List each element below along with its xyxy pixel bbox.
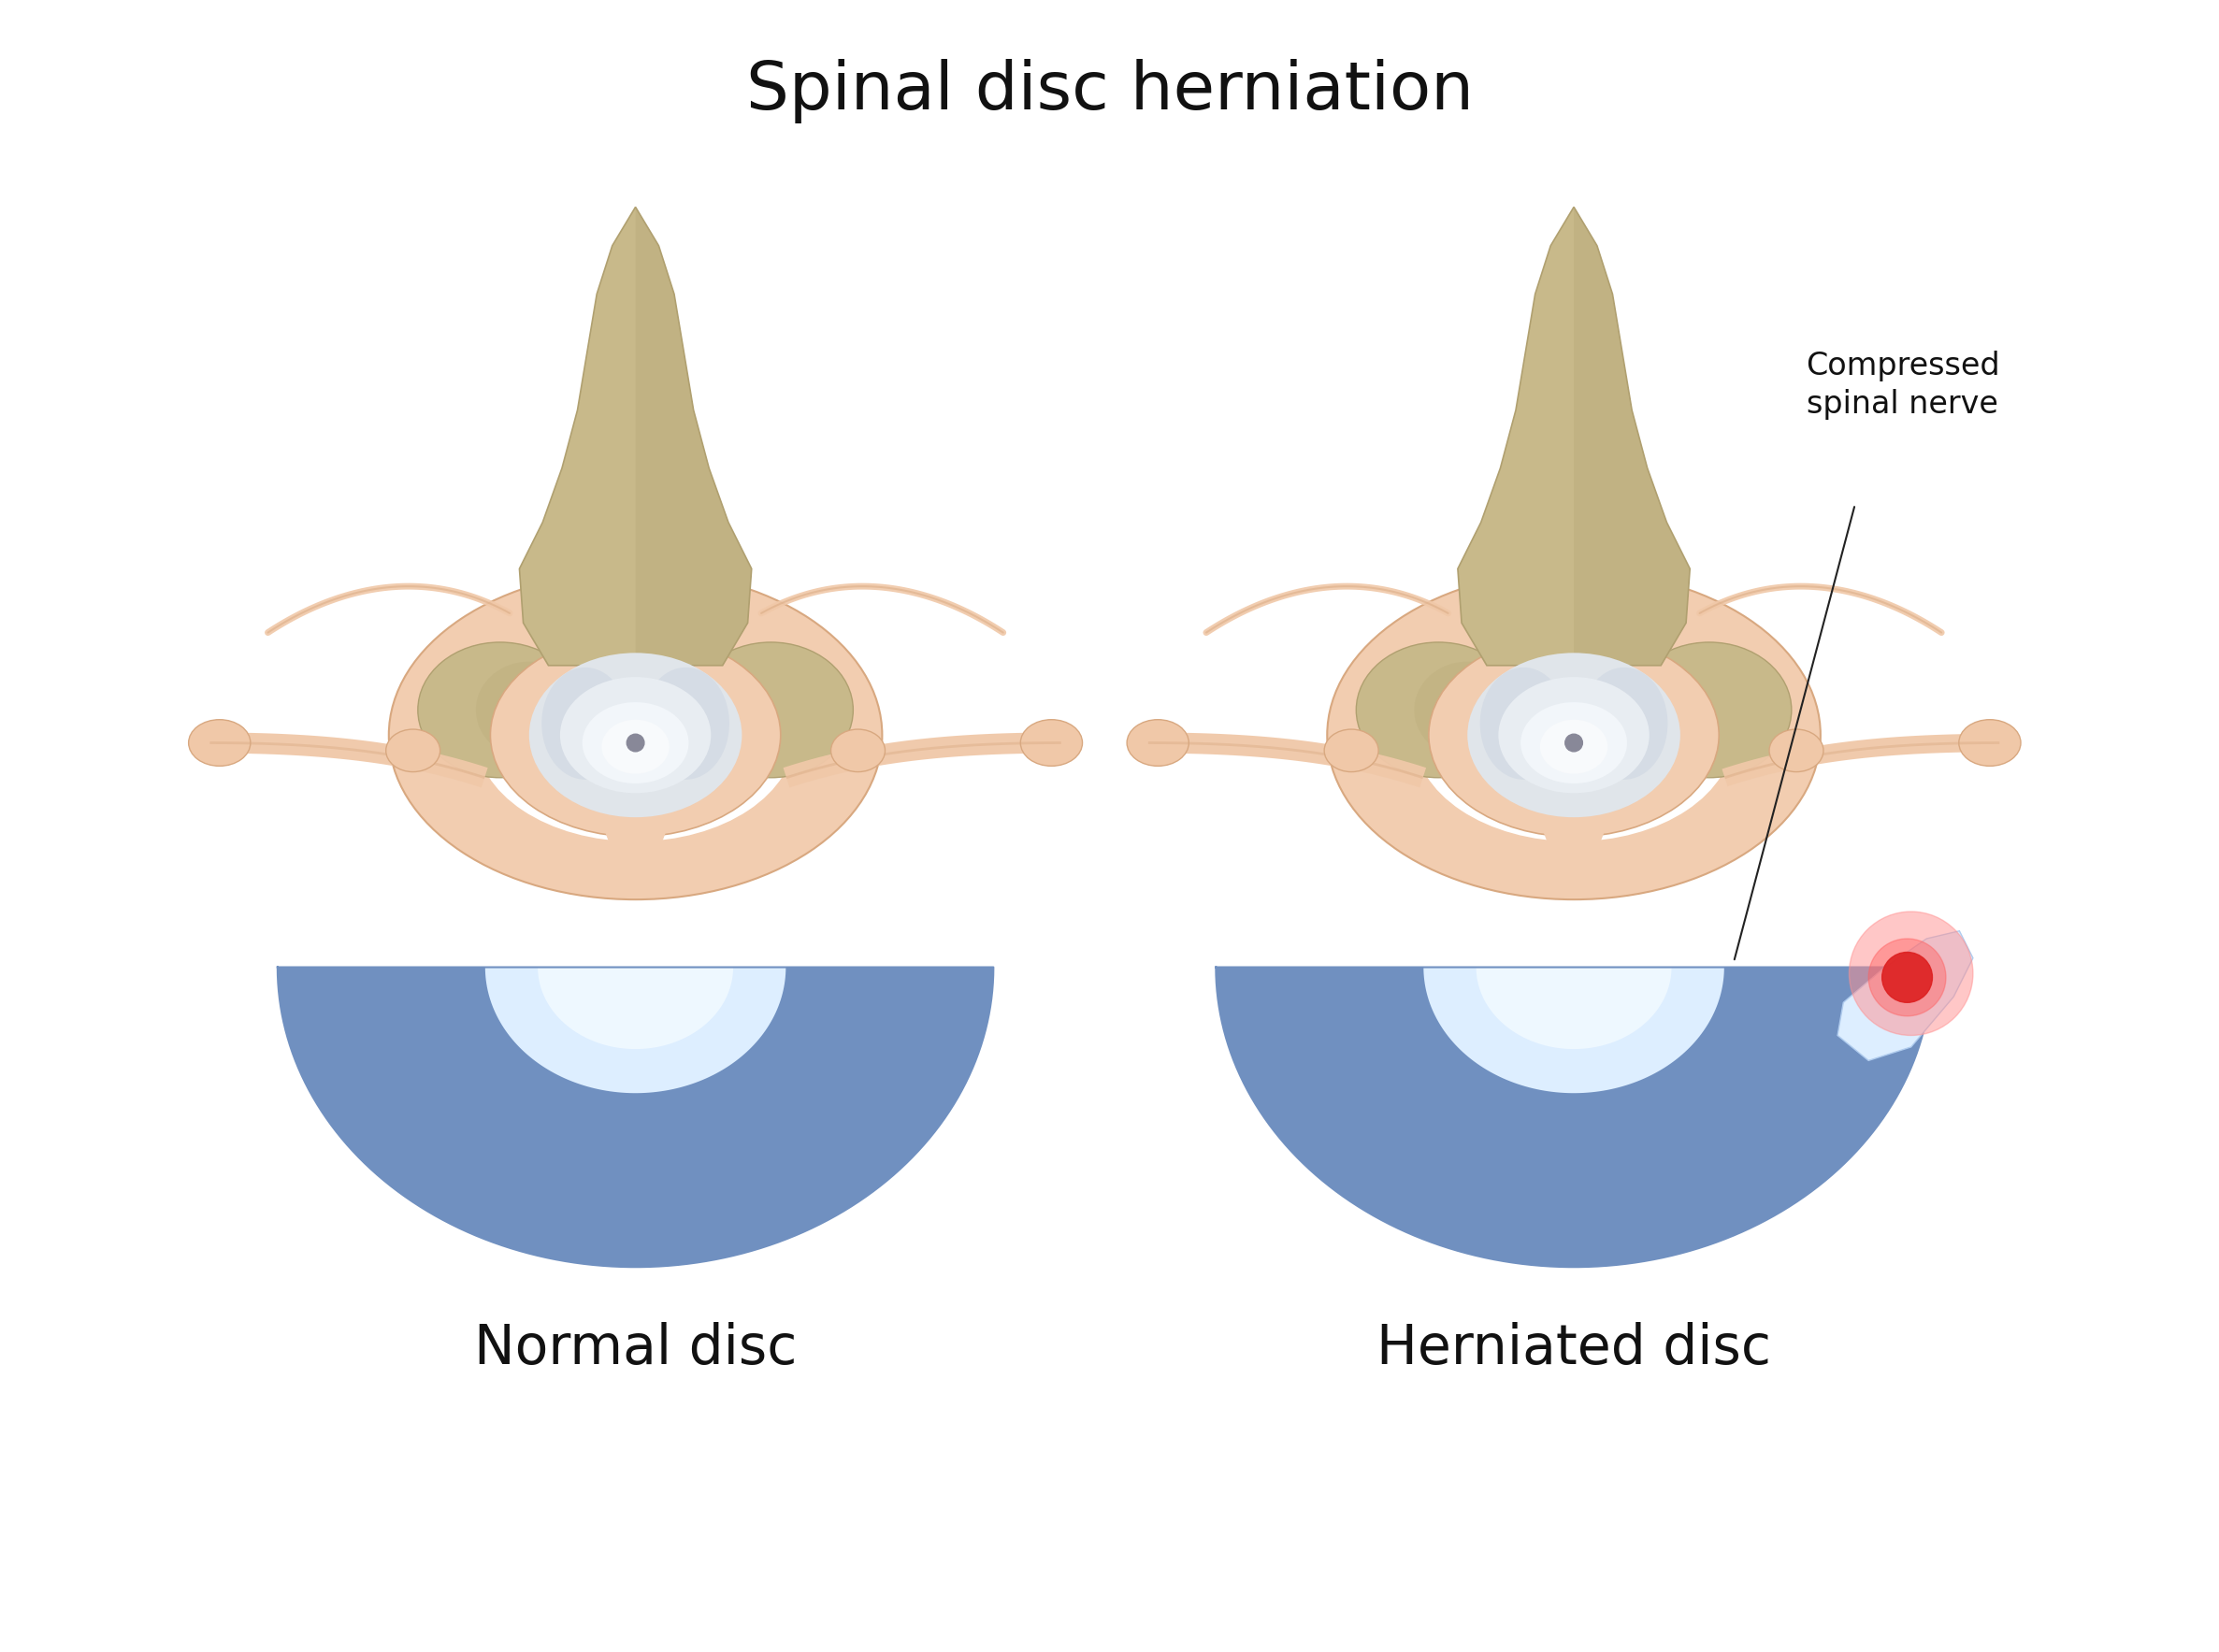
Polygon shape — [459, 966, 812, 1115]
Polygon shape — [415, 966, 857, 1153]
Ellipse shape — [1580, 667, 1669, 780]
Polygon shape — [1458, 206, 1691, 666]
Text: Compressed
spinal nerve: Compressed spinal nerve — [1806, 350, 1999, 420]
Ellipse shape — [1498, 677, 1649, 793]
Ellipse shape — [641, 667, 730, 780]
Ellipse shape — [1356, 643, 1520, 778]
Ellipse shape — [1414, 629, 1733, 841]
Polygon shape — [537, 966, 732, 1049]
Ellipse shape — [490, 633, 781, 836]
Polygon shape — [1216, 966, 1933, 1267]
Polygon shape — [1382, 966, 1764, 1127]
Ellipse shape — [1627, 643, 1791, 778]
Ellipse shape — [1414, 661, 1520, 758]
Polygon shape — [1232, 966, 1917, 1254]
Ellipse shape — [1467, 653, 1680, 818]
Polygon shape — [1291, 966, 1855, 1204]
Polygon shape — [293, 966, 979, 1254]
Polygon shape — [353, 966, 919, 1204]
Circle shape — [626, 733, 644, 752]
Ellipse shape — [688, 643, 852, 778]
Ellipse shape — [1325, 729, 1378, 771]
Polygon shape — [444, 966, 828, 1127]
Text: Spinal disc herniation: Spinal disc herniation — [746, 59, 1473, 124]
Polygon shape — [428, 966, 841, 1140]
Polygon shape — [475, 966, 797, 1102]
Ellipse shape — [830, 729, 885, 771]
Ellipse shape — [1959, 720, 2022, 767]
Polygon shape — [1307, 966, 1842, 1191]
Ellipse shape — [189, 720, 251, 767]
Ellipse shape — [601, 720, 670, 773]
Ellipse shape — [388, 570, 883, 899]
Polygon shape — [1338, 966, 1811, 1166]
Polygon shape — [1323, 966, 1826, 1178]
Text: Normal disc: Normal disc — [475, 1322, 797, 1374]
Polygon shape — [1367, 966, 1780, 1140]
Polygon shape — [399, 966, 872, 1166]
Ellipse shape — [1327, 570, 1820, 899]
Ellipse shape — [1520, 702, 1627, 783]
Polygon shape — [277, 966, 994, 1267]
Ellipse shape — [386, 729, 439, 771]
Polygon shape — [1837, 932, 1973, 1061]
Polygon shape — [384, 966, 888, 1178]
Polygon shape — [1476, 966, 1671, 1049]
Polygon shape — [1425, 966, 1724, 1094]
Ellipse shape — [541, 667, 628, 780]
Polygon shape — [1247, 966, 1902, 1242]
Ellipse shape — [528, 653, 741, 818]
Polygon shape — [1260, 966, 1886, 1229]
Polygon shape — [1351, 966, 1795, 1153]
Polygon shape — [1573, 206, 1691, 666]
Circle shape — [1868, 938, 1946, 1016]
Polygon shape — [519, 206, 752, 666]
Text: Herniated disc: Herniated disc — [1376, 1322, 1771, 1374]
Ellipse shape — [417, 643, 581, 778]
Polygon shape — [635, 206, 752, 666]
Ellipse shape — [581, 702, 688, 783]
Ellipse shape — [475, 629, 794, 841]
Polygon shape — [368, 966, 903, 1191]
Polygon shape — [1540, 819, 1609, 851]
Polygon shape — [1276, 966, 1871, 1216]
Circle shape — [1564, 733, 1582, 752]
Ellipse shape — [1540, 720, 1609, 773]
Polygon shape — [337, 966, 932, 1216]
Polygon shape — [308, 966, 963, 1242]
Ellipse shape — [1769, 729, 1824, 771]
Ellipse shape — [1127, 720, 1189, 767]
Circle shape — [1882, 952, 1933, 1003]
Polygon shape — [486, 966, 786, 1094]
Polygon shape — [324, 966, 948, 1229]
Polygon shape — [1414, 966, 1735, 1102]
Ellipse shape — [1021, 720, 1083, 767]
Ellipse shape — [1480, 667, 1567, 780]
Ellipse shape — [1429, 633, 1720, 836]
Polygon shape — [601, 819, 670, 851]
Ellipse shape — [559, 677, 710, 793]
Polygon shape — [1398, 966, 1751, 1115]
Ellipse shape — [475, 661, 581, 758]
Circle shape — [1848, 912, 1973, 1036]
